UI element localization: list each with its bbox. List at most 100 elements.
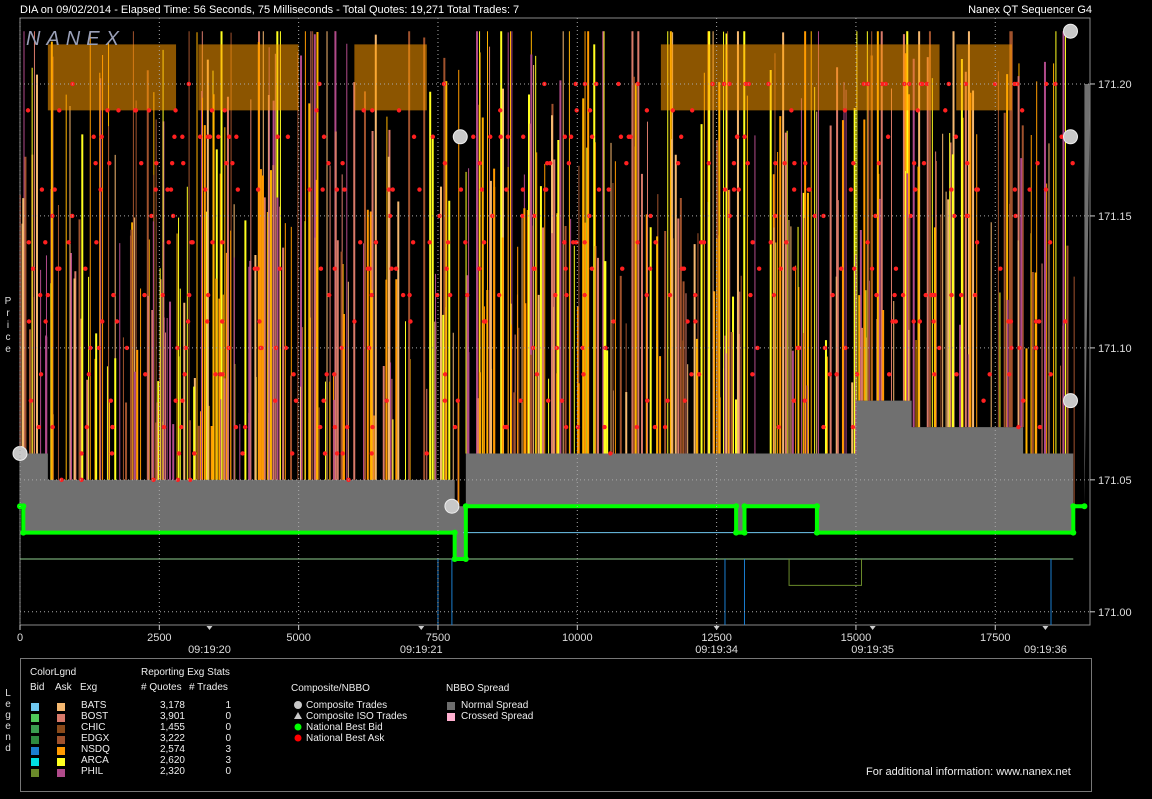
ask-dot: [463, 240, 467, 244]
ask-dot: [387, 187, 391, 191]
ask-dot: [821, 214, 825, 218]
ask-dot: [736, 187, 740, 191]
ask-dot: [590, 267, 594, 271]
ask-dot: [154, 161, 158, 165]
ask-dot: [278, 267, 282, 271]
ask-dot: [40, 187, 44, 191]
ask-dot: [807, 187, 811, 191]
ask-dot: [482, 240, 486, 244]
y-tick-label: 171.20: [1098, 79, 1132, 91]
ask-dot: [504, 187, 508, 191]
national-best-bid-point: [452, 530, 458, 536]
ask-dot: [294, 398, 298, 402]
ask-dot: [79, 451, 83, 455]
ask-dot: [755, 346, 759, 350]
ask-dot: [179, 425, 183, 429]
ask-dot: [653, 240, 657, 244]
ask-dot: [333, 425, 337, 429]
ask-dot: [224, 161, 228, 165]
ask-dot: [569, 135, 573, 139]
ask-dot: [574, 240, 578, 244]
ask-dot: [769, 240, 773, 244]
ask-dot: [205, 319, 209, 323]
ask-dot: [105, 108, 109, 112]
ask-dot: [369, 293, 373, 297]
ask-dot: [171, 214, 175, 218]
ask-dot: [83, 267, 87, 271]
ask-dot: [107, 161, 111, 165]
ask-dot: [482, 319, 486, 323]
ask-dot: [975, 240, 979, 244]
ask-dot: [1049, 372, 1053, 376]
footer-link[interactable]: For additional information: www.nanex.ne…: [866, 766, 1071, 778]
exg-quotes: 3,901: [141, 711, 185, 722]
ask-dot: [1021, 398, 1025, 402]
ask-dot: [1037, 319, 1041, 323]
ask-dot: [894, 319, 898, 323]
ask-dot: [220, 240, 224, 244]
ask-dot: [94, 240, 98, 244]
ask-dot: [180, 398, 184, 402]
national-best-bid-point: [733, 530, 739, 536]
ask-dot: [795, 346, 799, 350]
ask-dot: [792, 267, 796, 271]
ask-dot: [553, 293, 557, 297]
national-best-bid-point: [814, 503, 820, 509]
ask-dot: [154, 187, 158, 191]
ask-dot: [497, 293, 501, 297]
ask-dot: [792, 187, 796, 191]
ask-dot: [318, 425, 322, 429]
ask-dot: [203, 187, 207, 191]
ask-dot: [689, 372, 693, 376]
ask-dot: [370, 425, 374, 429]
y-tick-label: 171.05: [1098, 475, 1132, 487]
ask-dot: [1027, 187, 1031, 191]
time-marker: [206, 626, 212, 630]
ask-dot: [85, 425, 89, 429]
ask-dot: [518, 398, 522, 402]
ask-dot: [79, 478, 83, 482]
composite-iso-icon: [294, 712, 302, 719]
exg-trades: 3: [211, 755, 231, 766]
ask-dot: [886, 135, 890, 139]
ask-dot: [929, 293, 933, 297]
ask-dot: [198, 135, 202, 139]
ask-block: [198, 44, 298, 110]
col-bid: Bid: [30, 682, 44, 693]
x-tick-label: 15000: [841, 632, 872, 644]
ask-dot: [59, 478, 63, 482]
ask-block: [661, 44, 940, 110]
ask-dot: [39, 372, 43, 376]
exg-quotes: 2,574: [141, 744, 185, 755]
col-trades: # Trades: [189, 682, 228, 693]
ask-dot: [645, 398, 649, 402]
composite-trade-point: [445, 499, 459, 513]
ask-dot: [562, 240, 566, 244]
ask-dot: [843, 346, 847, 350]
x-tick-label: 17500: [980, 632, 1011, 644]
normal-spread-swatch: [447, 702, 455, 710]
spread-item-0: Normal Spread: [461, 700, 528, 711]
ask-dot: [29, 398, 33, 402]
ask-dot: [1048, 240, 1052, 244]
ask-dot: [91, 135, 95, 139]
ask-dot: [1063, 319, 1067, 323]
ask-dot: [110, 451, 114, 455]
time-marker: [870, 626, 876, 630]
ask-dot: [1044, 187, 1048, 191]
ask-dot: [624, 161, 628, 165]
ask-dot: [782, 161, 786, 165]
ask-dot: [907, 82, 911, 86]
x-tick-label: 0: [17, 632, 23, 644]
ask-dot: [862, 82, 866, 86]
ask-dot: [1053, 82, 1057, 86]
ask-dot: [949, 293, 953, 297]
ask-dot: [892, 293, 896, 297]
ask-dot: [367, 267, 371, 271]
ask-dot: [663, 425, 667, 429]
ask-dot: [443, 161, 447, 165]
bid-swatch-phil: [31, 769, 39, 777]
ask-dot: [234, 135, 238, 139]
bid-swatch-bost: [31, 714, 39, 722]
ask-dot: [480, 187, 484, 191]
